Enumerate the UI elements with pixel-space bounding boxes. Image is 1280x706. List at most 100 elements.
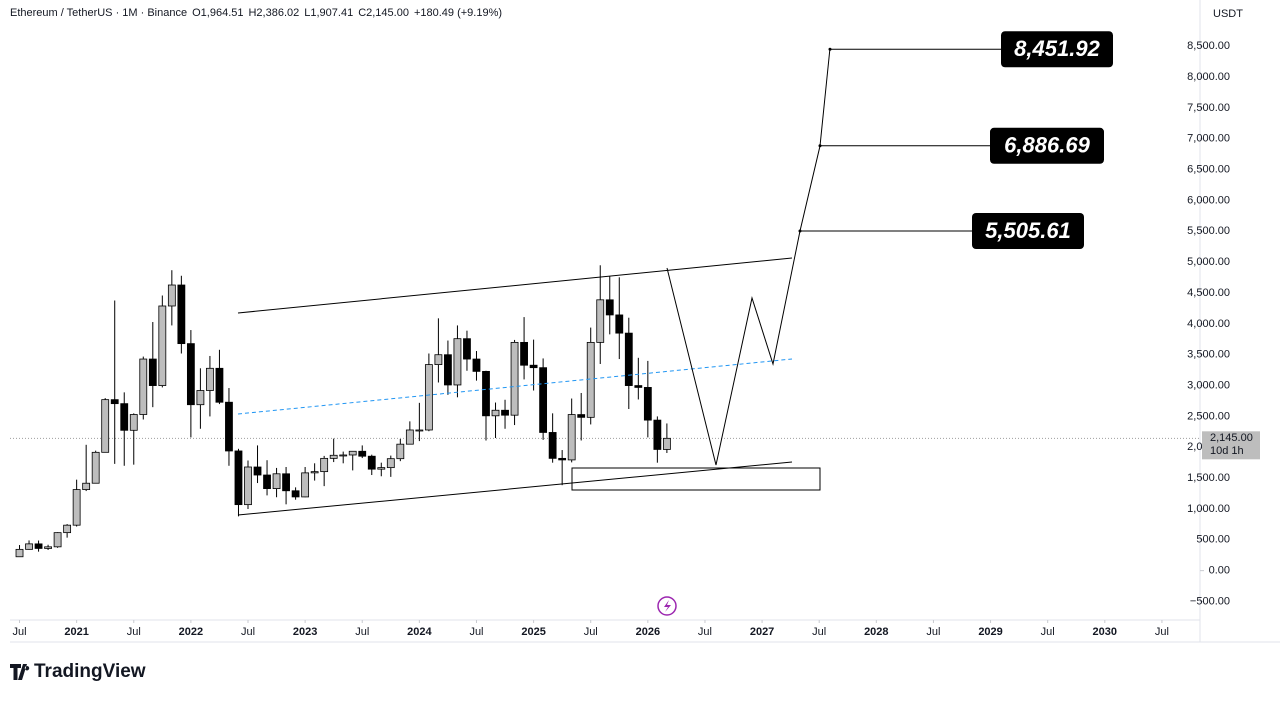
header-part: L1,907.41 [304,7,353,19]
y-tick-label: 3,000.00 [1187,379,1230,391]
candle-body [643,387,652,421]
x-tick-label: Jul [584,626,598,638]
candle-body [558,457,567,461]
candle-body [539,367,548,433]
target-box [1001,31,1113,68]
candle-body [444,354,452,386]
event-icon[interactable] [657,596,677,616]
x-tick-label: 2021 [64,626,88,638]
candle-body [158,305,167,386]
y-tick-label: 1,000.00 [1187,503,1230,515]
target-point [798,229,802,233]
candle-body [348,450,357,456]
candle-body [215,367,224,403]
target-label: 8,451.92 [1014,36,1100,61]
x-tick-label: 2028 [864,626,888,638]
y-tick-label: 4,500.00 [1187,287,1230,299]
event-bolt [664,600,671,612]
x-tick-label: Jul [12,626,26,638]
candle-body [415,429,424,432]
target-point [818,144,822,148]
candle-body [225,401,233,452]
target-label: 6,886.69 [1004,133,1090,158]
candle-body [529,364,538,369]
candle-body [44,546,52,549]
candle-body [329,454,338,459]
target-label: 5,505.61 [985,218,1071,243]
drawings [237,47,831,516]
target-box [990,127,1104,164]
candle-body [491,409,500,417]
x-tick-label: Jul [469,626,483,638]
candle-body [253,466,262,476]
x-tick-label: 2023 [293,626,317,638]
candle-body [206,367,214,391]
candle-body [120,403,129,431]
x-tick-label: Jul [698,626,712,638]
y-tick-label: 5,500.00 [1187,225,1230,237]
target-box [972,212,1084,249]
candle-body [139,358,148,415]
channel-top [237,257,793,314]
candle-body [463,338,471,360]
candle-body [653,419,662,450]
candle-body [605,299,614,316]
x-tick-label: Jul [1155,626,1169,638]
y-tick-label: −500.00 [1190,595,1230,607]
candle-body [291,490,300,498]
candle-body [424,364,433,431]
candle-body [596,299,605,343]
x-tick-label: Jul [812,626,826,638]
candle-body [567,414,576,461]
candle-body [501,409,509,416]
candle-body [662,437,671,450]
header-symbol: Ethereum / TetherUS · 1M · Binance O1,964… [10,7,502,19]
candle-body [367,455,376,470]
last-price-label: 2,145.00 [1210,432,1253,444]
y-tick-label: 7,000.00 [1187,133,1230,145]
x-tick-label: Jul [926,626,940,638]
x-tick-label: Jul [1041,626,1055,638]
brand-name: TradingView [34,661,146,682]
candle-body [282,473,290,492]
x-tick-label: 2030 [1093,626,1117,638]
marks [10,265,1200,558]
y-tick-label: 1,500.00 [1187,472,1230,484]
countdown: 10d 1h [1210,445,1244,457]
header-part: C2,145.00 [358,7,409,19]
candle-body [91,451,100,484]
candle-body [148,358,157,386]
candle-body [272,473,281,489]
support-zone [571,467,821,491]
candle-body [634,385,643,388]
candle-body [53,532,62,548]
candle-body [510,341,519,416]
y-tick-label: 6,500.00 [1187,164,1230,176]
header-part: H2,386.02 [248,7,299,19]
currency: USDT [1213,8,1243,20]
candle-body [72,489,81,526]
x-tick-label: 2027 [750,626,774,638]
candle-body [615,314,624,334]
x-tick-label: 2029 [978,626,1002,638]
candle-body [377,467,386,470]
y-tick-label: 7,500.00 [1187,102,1230,114]
candle-body [63,524,72,534]
candle-body [520,341,528,366]
candle-body [263,474,271,489]
candle-body [339,454,348,457]
header-part: Ethereum / TetherUS · 1M · Binance [10,7,187,19]
candle-body [167,284,176,307]
y-tick-label: 6,000.00 [1187,194,1230,206]
candle-body [301,472,310,498]
channel-bottom [237,461,793,516]
y-tick-label: 5,000.00 [1187,256,1230,268]
x-tick-label: 2025 [521,626,545,638]
candle-body [577,414,586,418]
target-point [828,47,832,51]
candle-body [320,457,329,473]
candle-body [434,354,443,365]
candle-body [177,284,186,345]
